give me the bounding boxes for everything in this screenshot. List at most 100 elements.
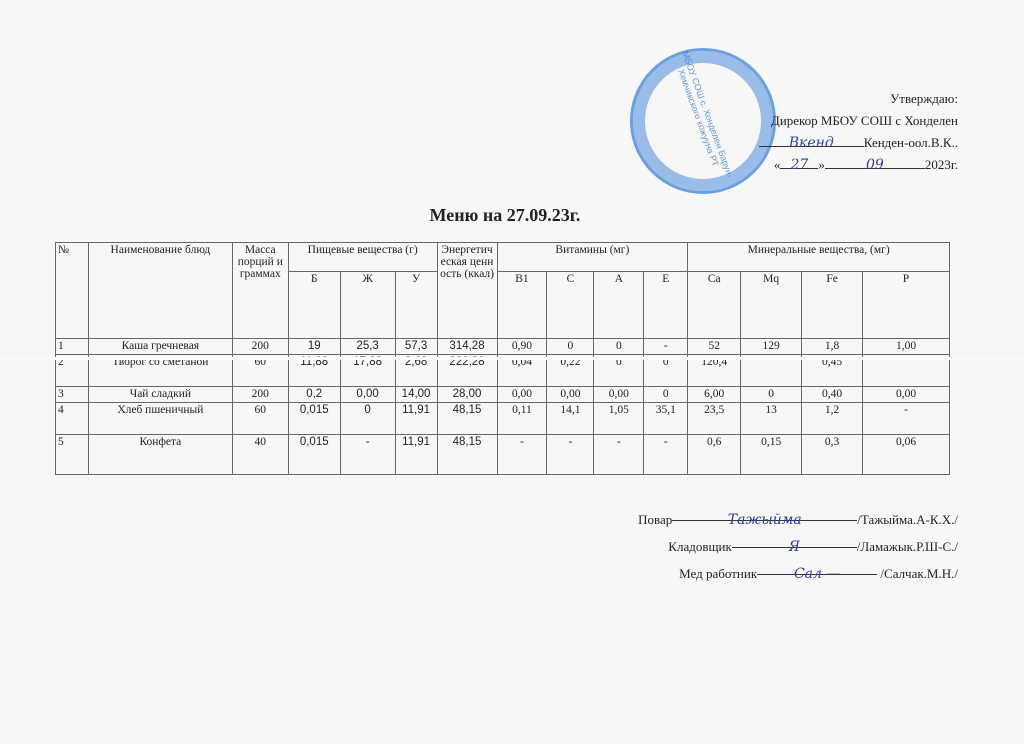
cell-value: 19 [287, 338, 341, 355]
cell-value: 11,91 [394, 434, 438, 475]
cell-value: 0,00 [862, 386, 950, 403]
row-number: 4 [55, 402, 89, 435]
header-vitamins: Витамины (мг) [496, 242, 689, 272]
cell-value: 0,015 [287, 402, 341, 435]
cell-value: 129 [740, 338, 803, 355]
approval-block: Утверждаю: Дирекор МБОУ СОШ с Хонделен В… [758, 88, 958, 176]
cell-value: 60 [231, 402, 289, 435]
dish-name: Конфета [87, 434, 233, 475]
cell-value: 314,28 [436, 338, 498, 355]
cell-value: 0,11 [496, 402, 548, 435]
subheader: Ca [687, 271, 742, 339]
cell-value: 0,00 [339, 386, 396, 403]
subheader: B1 [496, 271, 548, 339]
cell-value: 52 [687, 338, 742, 355]
cell-value: 48,15 [436, 402, 498, 435]
cell-value: 0,015 [287, 434, 341, 475]
cell-value: 57,3 [394, 338, 438, 355]
cell-value: 0 [593, 338, 645, 355]
cell-value: - [593, 434, 645, 475]
subheader: У [394, 271, 438, 339]
director-signature: Вкенд [788, 135, 834, 151]
director-title: Дирекор МБОУ СОШ с Хонделен [770, 113, 958, 128]
header-energy: Энергетическая ценность (ккал) [436, 242, 498, 339]
cell-value: 28,00 [436, 386, 498, 403]
cell-value: 14,00 [394, 386, 438, 403]
cell-value: 1,05 [593, 402, 645, 435]
date-day: 27 [790, 157, 809, 173]
cell-value: 25,3 [339, 338, 396, 355]
dish-name: Каша гречневая [87, 338, 233, 355]
signatures-block: Повар Тажыйма/Тажыйма.А-К.Х./ Кладовщик Я /… [638, 506, 958, 587]
director-name: Кенден-оол.В.К.. [863, 135, 958, 150]
cell-value: 0,40 [801, 386, 864, 403]
cell-value: 48,15 [436, 434, 498, 475]
cell-value: 1,8 [801, 338, 864, 355]
table-row: 3 Чай сладкий 200 0,2 0,00 14,00 28,00 0,00 0,00… [55, 386, 950, 403]
cell-value: - [643, 338, 689, 355]
subheader: C [546, 271, 595, 339]
menu-table: № Наименование блюд Масса порций и грамм… [55, 242, 950, 475]
cell-value: - [496, 434, 548, 475]
cell-value: 0 [339, 402, 396, 435]
cell-value: 35,1 [643, 402, 689, 435]
signature-storekeeper: Кладовщик Я/Ламажык.Р.Ш-С./ [638, 533, 958, 560]
cell-value: 0,2 [287, 386, 341, 403]
subheader: Б [287, 271, 341, 339]
signature-cook: Повар Тажыйма/Тажыйма.А-К.Х./ [638, 506, 958, 533]
cell-value: 200 [231, 338, 289, 355]
table-row: 4 Хлеб пшеничный 60 0,015 0 11,91 48,15 0,11 14,… [55, 402, 950, 435]
school-stamp: МБОУ СОШ с. Хонделен Барун-Хемчикского к… [630, 48, 776, 194]
page-title: Меню на 27.09.23г. [429, 205, 581, 225]
cell-value: 0,06 [862, 434, 950, 475]
signature-medic: Мед работник Сал — /Салчак.М.Н./ [638, 560, 958, 587]
approval-date: «27» 09 2023г. [759, 154, 958, 176]
cell-value: 200 [231, 386, 289, 403]
header-name: Наименование блюд [87, 242, 233, 339]
date-month: 09 [865, 157, 884, 173]
dish-name: Чай сладкий [87, 386, 233, 403]
header-num: № [55, 242, 89, 339]
cell-value: 0,00 [593, 386, 645, 403]
subheader: P [862, 271, 950, 339]
cell-value: 0,90 [496, 338, 548, 355]
subheader: Mq [740, 271, 803, 339]
cell-value: - [862, 402, 950, 435]
cell-value: - [339, 434, 396, 475]
cell-value: 13 [740, 402, 803, 435]
cell-value: 0 [740, 386, 803, 403]
subheader: E [643, 271, 689, 339]
row-number: 1 [55, 338, 89, 355]
dish-name: Хлеб пшеничный [87, 402, 233, 435]
cell-value: 11,91 [394, 402, 438, 435]
cell-value: 1,2 [801, 402, 864, 435]
cell-value: 40 [231, 434, 289, 475]
stamp-text: МБОУ СОШ с. Хонделен Барун-Хемчикского к… [676, 49, 736, 179]
header-mass: Масса порций и граммах [231, 242, 289, 339]
cell-value: 6,00 [687, 386, 742, 403]
cell-value: 0,3 [801, 434, 864, 475]
row-number: 3 [55, 386, 89, 403]
director-sign-line: Вкенд Кенден-оол.В.К.. [758, 132, 958, 154]
cell-value: 23,5 [687, 402, 742, 435]
cell-value: 14,1 [546, 402, 595, 435]
cell-value: - [546, 434, 595, 475]
approval-heading: Утверждаю: [890, 91, 958, 106]
subheader: Ж [339, 271, 396, 339]
cell-value: 0 [643, 386, 689, 403]
cell-value: 0,6 [687, 434, 742, 475]
cell-value: 0 [546, 338, 595, 355]
scan-artifact [0, 357, 1024, 360]
date-year: 2023г. [924, 157, 958, 172]
cell-value: 0,15 [740, 434, 803, 475]
cell-value: 0,00 [546, 386, 595, 403]
table-row: 5 Конфета 40 0,015-11,91 48,15- - - -0,6 0,15 0,3… [55, 434, 950, 475]
cell-value: 0,00 [496, 386, 548, 403]
subheader: Fe [801, 271, 864, 339]
table-row: 1 Каша гречневая 200 19 25,3 57,3 314,28 0,90 0 0… [55, 338, 950, 355]
subheader: A [593, 271, 645, 339]
header-nutrients: Пищевые вещества (г) [287, 242, 438, 272]
cell-value: 1,00 [862, 338, 950, 355]
header-minerals: Минеральные вещества, (мг) [687, 242, 950, 272]
row-number: 5 [55, 434, 89, 475]
